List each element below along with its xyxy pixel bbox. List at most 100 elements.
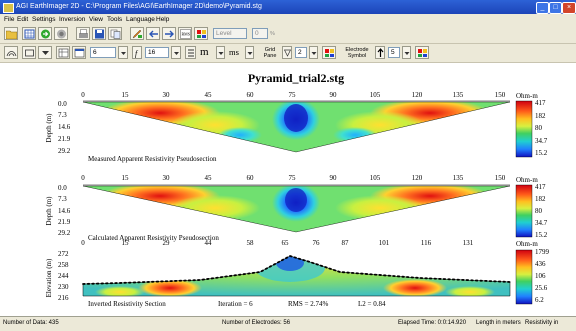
x-tick-label: 30 (163, 91, 171, 99)
close-button[interactable]: × (562, 2, 576, 14)
maximize-button[interactable]: □ (549, 2, 562, 14)
new-button[interactable] (22, 27, 36, 40)
x-tick-label: 116 (421, 239, 432, 247)
panel3-x-ticks: 0 15 29 44 58 65 76 87 101 116 131 (81, 239, 474, 247)
x-tick-label: 120 (412, 174, 423, 182)
menu-language[interactable]: Language (126, 16, 155, 23)
electrode-size-field[interactable]: 5 (388, 47, 400, 58)
menu-inversion[interactable]: Inversion (59, 16, 86, 23)
color-map-button[interactable] (194, 27, 208, 40)
x-tick-label: 150 (495, 91, 506, 99)
print-button[interactable] (76, 27, 90, 40)
panel1-y-axis-label: Depth (m) (45, 113, 53, 143)
x-tick-label: 60 (247, 174, 255, 182)
svg-text:RMS: RMS (182, 32, 190, 37)
rms-label: RMS = 2.74% (288, 300, 328, 308)
colorbar-tick: 1799 (535, 248, 550, 256)
iteration-label: Iteration = 6 (218, 300, 253, 308)
unit-m-dropdown[interactable] (216, 46, 225, 59)
italic-font-button[interactable]: f (132, 46, 142, 59)
x-tick-label: 0 (81, 91, 85, 99)
minimize-button[interactable]: _ (536, 2, 549, 14)
unit-meters-button[interactable]: m (200, 46, 209, 58)
layout-icon (74, 48, 85, 58)
menu-help[interactable]: Help (156, 16, 170, 23)
copy-icon (110, 29, 121, 39)
grid-pane-symbol[interactable] (282, 46, 292, 59)
x-tick-label: 76 (313, 239, 321, 247)
line-width-button[interactable] (185, 46, 196, 59)
font-size-field-2[interactable]: 16 (145, 47, 169, 58)
dropdown-tool-button[interactable] (38, 46, 52, 59)
font-size-field-1[interactable]: 6 (90, 47, 116, 58)
colorbar-tick: 417 (535, 183, 546, 191)
section-tool-button[interactable] (56, 46, 70, 59)
floppy-disk-icon (95, 29, 104, 39)
y-tick-label: 7.3 (58, 111, 67, 119)
menu-tools[interactable]: Tools (107, 16, 123, 23)
x-tick-label: 58 (247, 239, 255, 247)
unit-ms-button[interactable]: ms (229, 47, 239, 57)
colorbar-tick: 182 (535, 112, 546, 120)
menu-file[interactable]: File (4, 16, 15, 23)
right-arrow-icon (165, 30, 174, 38)
left-arrow-icon (149, 30, 158, 38)
electrode-size-dropdown[interactable] (402, 46, 411, 59)
rms-chart-icon: RMS (180, 29, 191, 39)
y-tick-label: 272 (58, 250, 69, 258)
colorbar-tick: 6.2 (535, 296, 544, 304)
electrode-markers (82, 255, 511, 285)
printer-icon (79, 29, 88, 38)
colorbar-tick: 15.2 (535, 231, 548, 239)
rms-button[interactable]: RMS (178, 27, 192, 40)
grid-color-button[interactable] (322, 46, 336, 59)
forward-arrow-button[interactable] (162, 27, 176, 40)
edit-pen-button[interactable] (130, 27, 144, 40)
font-size-dropdown-1[interactable] (118, 46, 128, 59)
panel2-colorbar (515, 184, 533, 238)
run-inversion-button[interactable] (38, 27, 52, 40)
contour-tool-button[interactable] (4, 46, 18, 59)
menu-settings[interactable]: Settings (32, 16, 56, 23)
x-tick-label: 44 (205, 239, 213, 247)
y-tick-label: 29.2 (58, 229, 71, 237)
colorbar-tick: 182 (535, 195, 546, 203)
go-arrow-icon (41, 29, 50, 39)
level-select[interactable]: Level (213, 28, 247, 39)
colorbar-tick: 436 (535, 260, 546, 268)
chevron-down-icon (174, 52, 179, 55)
menu-view[interactable]: View (89, 16, 103, 23)
unit-ms-dropdown[interactable] (245, 46, 254, 59)
electrode-symbol-button[interactable] (375, 46, 385, 59)
line-width-icon (188, 49, 194, 57)
x-tick-label: 105 (370, 174, 381, 182)
x-tick-label: 15 (122, 91, 130, 99)
status-resistivity-units: Resistivity in (525, 320, 559, 326)
colorbar-tick: 417 (535, 99, 546, 107)
x-tick-label: 101 (379, 239, 390, 247)
electrode-color-button[interactable] (415, 46, 429, 59)
copy-button[interactable] (108, 27, 122, 40)
back-arrow-button[interactable] (146, 27, 160, 40)
panel3-colorbar-unit: Ohm-m (516, 240, 538, 248)
level-value-field[interactable]: 0 (252, 28, 268, 39)
colorbar-tick: 80 (535, 124, 543, 132)
x-tick-label: 135 (453, 91, 464, 99)
open-folder-button[interactable] (4, 27, 18, 40)
colorbar-tick: 25.6 (535, 284, 548, 292)
panel1-colorbar (515, 100, 533, 158)
electrode-symbol-label: Electrode Symbol (345, 47, 369, 59)
x-tick-label: 87 (342, 239, 350, 247)
layout-tool-button[interactable] (72, 46, 86, 59)
colorbar-tick: 106 (535, 272, 546, 280)
status-electrodes: Number of Electrodes: 56 (222, 320, 291, 326)
font-size-dropdown-2[interactable] (171, 46, 181, 59)
grid-pane-field[interactable]: 2 (295, 47, 307, 58)
chevron-down-icon (247, 52, 253, 55)
menu-edit[interactable]: Edit (17, 16, 29, 23)
save-button[interactable] (92, 27, 106, 40)
panel1-caption: Measured Apparent Resistivity Pseudosect… (88, 155, 217, 163)
grid-pane-dropdown[interactable] (309, 46, 318, 59)
stop-button[interactable] (54, 27, 68, 40)
rectangle-tool-button[interactable] (22, 46, 36, 59)
